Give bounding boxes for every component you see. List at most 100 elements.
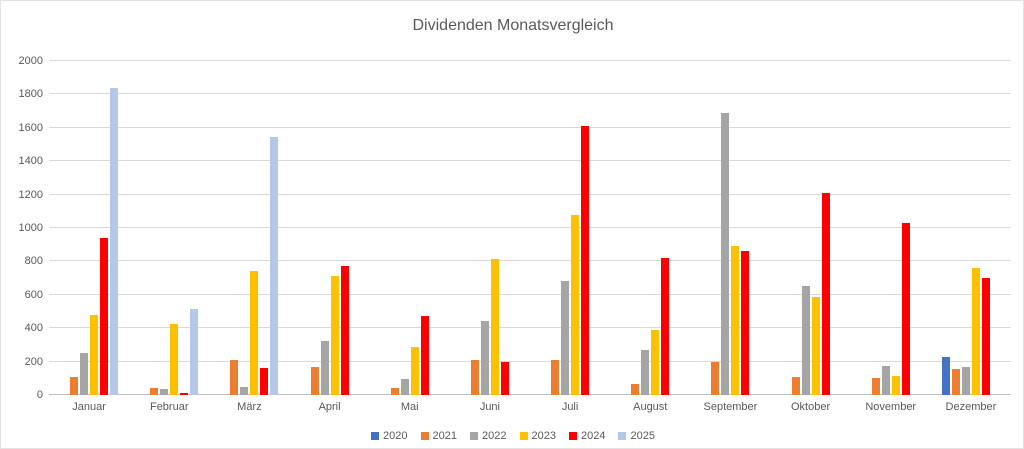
bar-2023-märz — [250, 270, 259, 395]
bar-2022-mai — [400, 379, 409, 395]
legend-label-2022: 2022 — [482, 430, 507, 442]
bar-2021-märz — [230, 359, 239, 395]
bar-2022-juni — [480, 320, 489, 395]
gridline-1800 — [49, 93, 1011, 95]
y-tick-label-1800: 1800 — [18, 88, 43, 101]
legend-item-2024: 2024 — [568, 430, 606, 442]
y-tick-label-800: 800 — [24, 255, 43, 268]
bar-2021-august — [631, 384, 640, 395]
legend-item-2022: 2022 — [470, 430, 507, 442]
x-tick-label-april: April — [318, 401, 341, 413]
bar-2022-september — [721, 112, 730, 395]
y-tick-label-2000: 2000 — [18, 55, 43, 67]
legend-item-2025: 2025 — [618, 430, 655, 442]
bar-2023-juli — [571, 214, 580, 395]
x-tick-label-august: August — [633, 401, 668, 413]
legend: 2020 2021 2022 2023 2024 2025 — [1, 430, 1023, 442]
legend-item-2020: 2020 — [371, 430, 408, 442]
gridline-1400 — [49, 160, 1011, 162]
bar-group-januar — [49, 61, 129, 395]
bar-2024-juli — [581, 126, 590, 395]
bar-2023-september — [731, 246, 740, 395]
bar-2023-oktober — [811, 297, 820, 395]
gridline-0 — [49, 394, 1011, 395]
gridline-200 — [49, 360, 1011, 362]
bar-2024-februar — [180, 393, 189, 395]
bar-2021-oktober — [791, 377, 800, 395]
y-tick-label-0: 0 — [36, 389, 43, 401]
x-tick-label-januar: Januar — [72, 401, 106, 413]
bar-2021-dezember — [951, 369, 960, 395]
legend-label-2025: 2025 — [630, 430, 655, 442]
bar-group-dezember — [931, 61, 1011, 395]
gridline-2000 — [49, 60, 1011, 61]
gridline-800 — [49, 260, 1011, 262]
bar-2024-november — [901, 223, 910, 395]
y-tick-label-1400: 1400 — [18, 155, 43, 168]
legend-label-2023: 2023 — [531, 430, 556, 442]
bar-2023-dezember — [971, 268, 980, 395]
bar-2024-april — [340, 265, 349, 395]
bar-2025-februar — [190, 309, 199, 395]
legend-label-2021: 2021 — [432, 430, 458, 442]
legend-item-2021: 2021 — [420, 430, 458, 442]
bar-2024-mai — [420, 315, 429, 395]
plot-area — [49, 60, 1011, 395]
gridline-400 — [49, 327, 1011, 329]
bar-2021-september — [711, 361, 720, 395]
bar-group-juli — [530, 61, 610, 395]
legend-swatch-2024 — [568, 432, 577, 440]
bar-2025-januar — [110, 87, 119, 395]
bar-group-mai — [370, 61, 450, 395]
bar-2024-juni — [500, 361, 509, 395]
y-tick-label-1000: 1000 — [18, 222, 43, 234]
legend-swatch-2021 — [420, 432, 429, 440]
bar-2023-mai — [410, 347, 419, 395]
bar-2022-märz — [240, 386, 249, 395]
gridline-1000 — [49, 227, 1011, 228]
bar-2022-februar — [160, 389, 169, 395]
x-tick-label-november: November — [865, 401, 917, 413]
bar-2020-dezember — [941, 356, 950, 395]
bar-group-juni — [450, 61, 530, 395]
bar-group-oktober — [771, 61, 851, 395]
bar-2022-dezember — [961, 366, 970, 395]
gridline-1200 — [49, 193, 1011, 195]
x-tick-label-september: September — [703, 401, 758, 413]
bar-2023-februar — [170, 324, 179, 395]
legend-label-2024: 2024 — [580, 430, 606, 442]
bar-2021-april — [310, 366, 319, 395]
x-tick-label-oktober: Oktober — [791, 401, 831, 413]
bar-2022-august — [641, 349, 650, 395]
bar-2025-märz — [270, 137, 279, 395]
bar-2022-april — [320, 340, 329, 395]
bar-2024-dezember — [981, 278, 990, 395]
x-tick-label-märz: März — [237, 401, 262, 413]
y-tick-label-200: 200 — [24, 355, 43, 368]
bar-group-august — [610, 61, 690, 395]
gridline-1600 — [49, 126, 1011, 128]
bar-2022-oktober — [801, 285, 810, 395]
x-tick-label-mai: Mai — [400, 401, 419, 413]
bar-2021-januar — [70, 376, 79, 395]
bar-2022-januar — [80, 353, 89, 395]
bar-2022-juli — [561, 281, 570, 395]
bar-group-märz — [209, 61, 289, 395]
x-tick-label-februar: Februar — [149, 401, 189, 413]
bar-2024-oktober — [821, 192, 830, 395]
bar-2023-april — [330, 276, 339, 395]
y-tick-label-600: 600 — [24, 288, 43, 301]
bar-group-februar — [129, 61, 209, 395]
bar-2023-januar — [90, 314, 99, 395]
y-tick-label-1200: 1200 — [18, 188, 43, 201]
bar-2023-august — [651, 329, 660, 395]
bar-2021-november — [871, 378, 880, 395]
x-tick-label-juni: Juni — [479, 401, 500, 413]
chart-title: Dividenden Monatsvergleich — [412, 17, 614, 34]
bar-2023-november — [891, 375, 900, 395]
bar-2024-januar — [100, 238, 109, 395]
y-tick-label-400: 400 — [24, 322, 43, 335]
legend-swatch-2022 — [470, 432, 479, 440]
legend-swatch-2023 — [519, 432, 528, 440]
